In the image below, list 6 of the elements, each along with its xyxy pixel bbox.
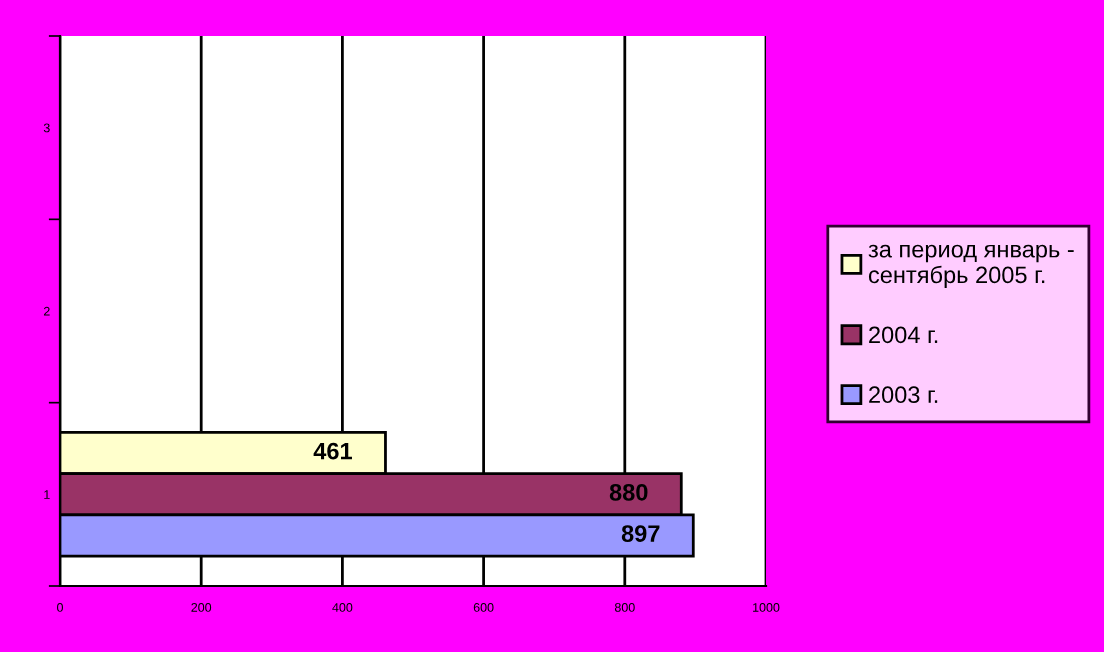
legend-label: 2003 г.	[869, 386, 938, 404]
data-label: 880	[609, 483, 648, 501]
legend-label: 2004 г.	[869, 326, 938, 344]
data-label: 897	[621, 525, 660, 542]
legend-label: за период январь - сентябрь 2005 г.	[868, 244, 1074, 288]
data-label: 461	[313, 442, 352, 460]
